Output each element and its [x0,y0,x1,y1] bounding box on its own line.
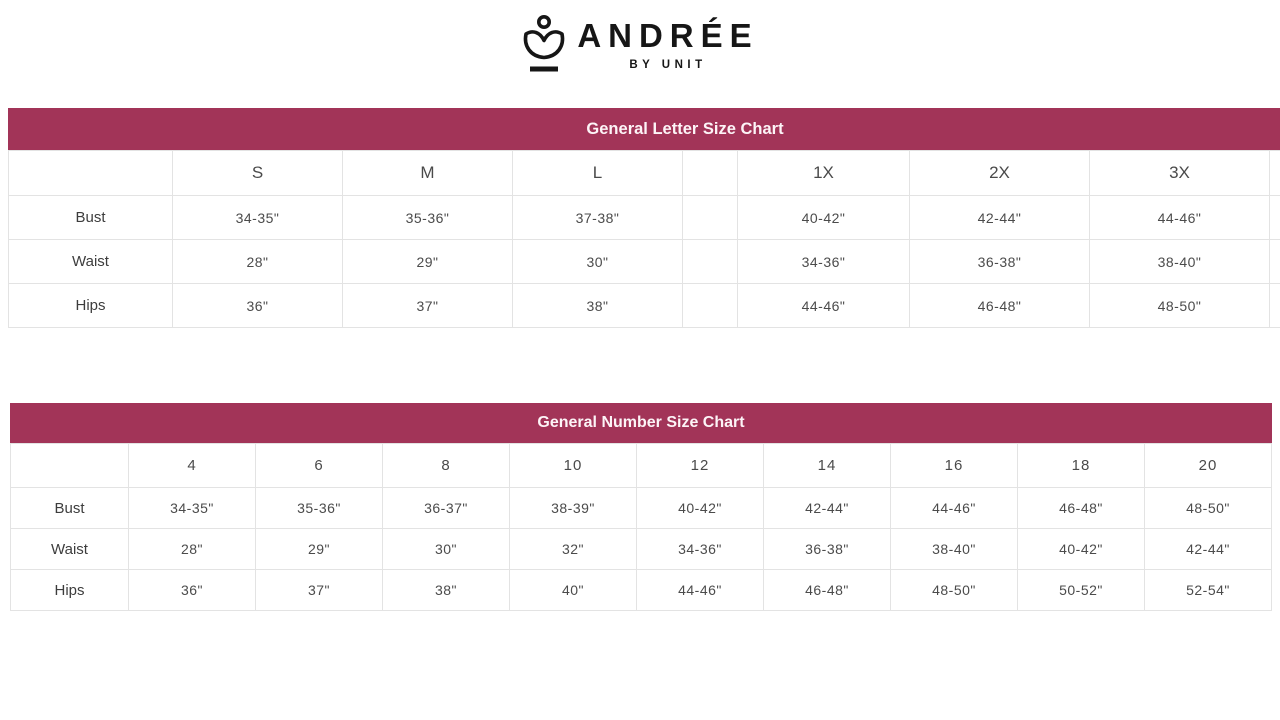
tulip-flower-icon [521,13,567,77]
cell: 34-36" [737,239,910,284]
column-header [10,443,129,488]
column-header: 14 [763,443,891,488]
cell: 42-44" [909,195,1090,240]
cell: 40-42" [636,487,764,529]
column-header: 16 [890,443,1018,488]
table-row: Bust 34-35" 35-36" 37-38" 40-42" 42-44" … [8,195,1280,240]
cell: 32" [509,528,637,570]
row-label: Bust [8,195,173,240]
column-header: 10 [509,443,637,488]
cell: 46-48" [763,569,891,611]
cell: 34-36" [636,528,764,570]
cell: 38" [512,283,683,328]
row-label: Hips [10,569,129,611]
brand-logo[interactable]: ANDRÉE BY UNIT [521,13,758,77]
cell: 37-38" [512,195,683,240]
cell: 36-37" [382,487,510,529]
row-label: Bust [10,487,129,529]
cell: 48-50" [1144,487,1272,529]
brand-text: ANDRÉE BY UNIT [577,19,758,71]
cell: 29" [255,528,383,570]
column-header [1269,150,1280,196]
table-row: 4 6 8 10 12 14 16 18 20 [10,443,1272,488]
cell: 35-36" [255,487,383,529]
cell: 44-46" [737,283,910,328]
table-row: Bust 34-35" 35-36" 36-37" 38-39" 40-42" … [10,487,1272,529]
cell [1269,239,1280,284]
cell: 30" [382,528,510,570]
cell: 40-42" [737,195,910,240]
cell: 37" [342,283,513,328]
brand-tagline: BY UNIT [629,59,707,71]
cell: 42-44" [763,487,891,529]
table-row: S M L 1X 2X 3X [8,150,1280,196]
column-header: 12 [636,443,764,488]
cell: 50-52" [1017,569,1145,611]
table-row: Waist 28" 29" 30" 34-36" 36-38" 38-40" [8,239,1280,284]
cell: 34-35" [128,487,256,529]
row-label: Waist [8,239,173,284]
number-size-chart: General Number Size Chart 4 6 8 10 12 14… [10,403,1272,611]
cell: 44-46" [636,569,764,611]
cell: 30" [512,239,683,284]
column-header: 2X [909,150,1090,196]
cell: 34-35" [172,195,343,240]
cell: 40" [509,569,637,611]
row-label: Waist [10,528,129,570]
column-header: M [342,150,513,196]
cell: 37" [255,569,383,611]
cell [1269,195,1280,240]
table-row: Waist 28" 29" 30" 32" 34-36" 36-38" 38-4… [10,528,1272,570]
letter-size-table: S M L 1X 2X 3X Bust 34-35" 35-36" 37-38"… [8,150,1280,328]
cell: 38-40" [890,528,1018,570]
brand-name: ANDRÉE [577,17,759,54]
column-header: 18 [1017,443,1145,488]
column-header: 4 [128,443,256,488]
cell: 40-42" [1017,528,1145,570]
cell: 35-36" [342,195,513,240]
cell: 48-50" [890,569,1018,611]
cell [682,283,738,328]
letter-size-chart: General Letter Size Chart S M L 1X 2X 3X… [8,108,1280,328]
column-header: L [512,150,683,196]
site-header: ANDRÉE BY UNIT [0,0,1280,80]
column-header [8,150,173,196]
column-header: 1X [737,150,910,196]
column-header: 3X [1089,150,1270,196]
table-row: Hips 36" 37" 38" 40" 44-46" 46-48" 48-50… [10,569,1272,611]
cell: 36" [172,283,343,328]
column-header: S [172,150,343,196]
cell: 38" [382,569,510,611]
letter-size-chart-title: General Letter Size Chart [8,108,1280,150]
cell: 46-48" [1017,487,1145,529]
column-header: 8 [382,443,510,488]
cell: 28" [128,528,256,570]
cell [682,195,738,240]
row-label: Hips [8,283,173,328]
cell: 44-46" [890,487,1018,529]
cell: 36-38" [763,528,891,570]
column-header: 6 [255,443,383,488]
cell: 36-38" [909,239,1090,284]
cell: 29" [342,239,513,284]
cell: 44-46" [1089,195,1270,240]
table-row: Hips 36" 37" 38" 44-46" 46-48" 48-50" [8,283,1280,328]
cell: 52-54" [1144,569,1272,611]
column-header: 20 [1144,443,1272,488]
cell: 46-48" [909,283,1090,328]
cell: 36" [128,569,256,611]
cell: 48-50" [1089,283,1270,328]
cell [682,239,738,284]
column-header [682,150,738,196]
cell: 28" [172,239,343,284]
number-size-table: 4 6 8 10 12 14 16 18 20 Bust 34-35" 35-3… [10,443,1272,611]
cell: 38-39" [509,487,637,529]
cell: 38-40" [1089,239,1270,284]
number-size-chart-title: General Number Size Chart [10,403,1272,443]
cell [1269,283,1280,328]
cell: 42-44" [1144,528,1272,570]
